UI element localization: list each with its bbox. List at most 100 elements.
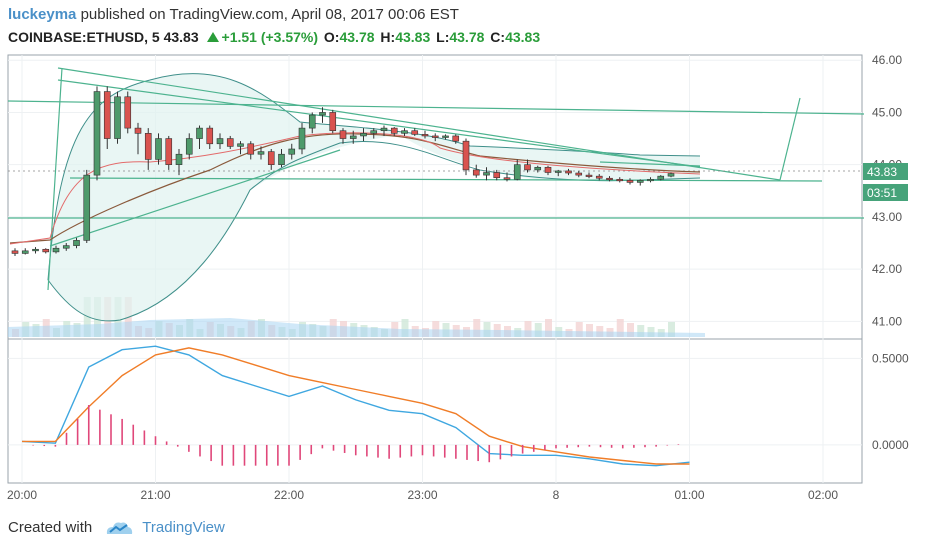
candle-body: [124, 96, 132, 129]
volume-bar: [575, 322, 583, 337]
time-tick-label: 21:00: [140, 488, 170, 502]
candle-body: [21, 250, 29, 254]
high-value: 43.83: [395, 29, 431, 45]
low-label: L:: [436, 29, 450, 45]
candles: [11, 86, 675, 257]
candle-body: [319, 112, 326, 116]
candle-body: [237, 143, 244, 147]
open-label: O:: [323, 29, 340, 45]
candle-body: [636, 180, 644, 183]
volume-ma-area: [8, 318, 705, 337]
candle-body: [442, 135, 449, 138]
candle-body: [134, 127, 142, 134]
low-value: 43.78: [449, 29, 485, 45]
price-tick-label: 46.00: [872, 53, 902, 67]
candle-body: [298, 127, 306, 150]
tradingview-logo-icon: [107, 522, 133, 535]
macd-panel: [21, 345, 690, 467]
price-labels: 43.83 03:51: [863, 163, 908, 201]
price-tick-label: 43.00: [872, 210, 902, 224]
volume-bar: [432, 321, 440, 337]
volume-bar: [483, 322, 491, 337]
candle-body: [349, 135, 357, 139]
candle-body: [11, 250, 19, 254]
trendline: [47, 67, 63, 291]
bollinger-fill: [48, 73, 700, 321]
candle-body: [103, 91, 111, 139]
volume-bar: [534, 323, 542, 337]
countdown-badge-text: 03:51: [867, 186, 897, 200]
candle-body: [534, 166, 542, 171]
candle-body: [83, 174, 91, 241]
candle-body: [114, 96, 121, 139]
candle-body: [257, 151, 265, 155]
author-link[interactable]: luckeyma: [8, 6, 77, 23]
candle-body: [390, 127, 398, 134]
ohlc-line: COINBASE:ETHUSD, 5 43.83 +1.51 (+3.57%) …: [8, 26, 928, 48]
candle-body: [626, 180, 634, 183]
candle-body: [667, 173, 675, 177]
candle-body: [452, 135, 460, 142]
candle-body: [657, 175, 665, 180]
candle-body: [144, 133, 152, 160]
candle-body: [380, 127, 388, 132]
volume-bars: [8, 297, 705, 337]
candle-body: [616, 178, 624, 182]
high-label: H:: [380, 29, 396, 45]
candle-body: [595, 175, 603, 179]
volume-bar: [473, 319, 481, 337]
price-tick-label: 41.00: [872, 314, 902, 328]
candle-body: [288, 148, 296, 155]
volume-bar: [545, 319, 552, 337]
candle-body: [370, 130, 378, 134]
ma-slow: [9, 133, 701, 244]
candle-body: [32, 248, 39, 252]
candle-body: [226, 138, 234, 147]
volume-bar: [668, 322, 675, 337]
close-value: 43.83: [505, 29, 541, 45]
candle-body: [524, 164, 531, 171]
last-price-badge-text: 43.83: [867, 165, 897, 179]
countdown-badge: [863, 184, 908, 201]
price-tick-label: 45.00: [872, 105, 902, 119]
candle-body: [401, 130, 408, 134]
candle-body: [544, 166, 552, 173]
trendline: [7, 100, 865, 115]
volume-bar: [647, 327, 655, 337]
candle-body: [339, 130, 347, 139]
candle-body: [421, 134, 429, 137]
time-tick-label: 20:00: [7, 488, 37, 502]
candle-body: [329, 112, 337, 132]
candle-body: [278, 153, 285, 165]
volume-bar: [83, 297, 91, 337]
candle-body: [206, 127, 214, 145]
trendline: [779, 97, 801, 181]
candle-body: [565, 170, 572, 174]
volume-bar: [401, 319, 409, 337]
macd-tick-label: 0.5000: [872, 351, 909, 365]
close-label: C:: [490, 29, 506, 45]
candle-body: [62, 245, 70, 249]
created-with-text: Created with: [8, 519, 93, 536]
candle-body: [175, 153, 183, 165]
volume-bar: [627, 323, 634, 337]
candle-body: [472, 169, 480, 176]
symbol-label: COINBASE:ETHUSD, 5: [8, 29, 160, 45]
candle-body: [52, 247, 60, 253]
publish-line: luckeyma published on TradingView.com, A…: [8, 4, 928, 26]
chart-canvas[interactable]: 46.0045.0044.0043.0042.0041.000.50000.00…: [0, 50, 932, 512]
volume-bar: [586, 324, 593, 337]
candle-body: [216, 138, 224, 145]
candle-body: [267, 151, 275, 165]
signal-line: [22, 347, 690, 465]
last-price-badge: [863, 163, 908, 180]
candle-body: [196, 127, 203, 139]
time-tick-label: 22:00: [274, 488, 304, 502]
price-tick-label: 42.00: [872, 262, 902, 276]
axes: 46.0045.0044.0043.0042.0041.000.50000.00…: [7, 53, 909, 502]
footer: Created with TradingView: [8, 515, 225, 541]
candle-body: [513, 164, 521, 180]
bollinger-upper: [47, 73, 701, 281]
chart-header: luckeyma published on TradingView.com, A…: [8, 4, 928, 48]
tradingview-brand-link[interactable]: TradingView: [142, 519, 225, 536]
